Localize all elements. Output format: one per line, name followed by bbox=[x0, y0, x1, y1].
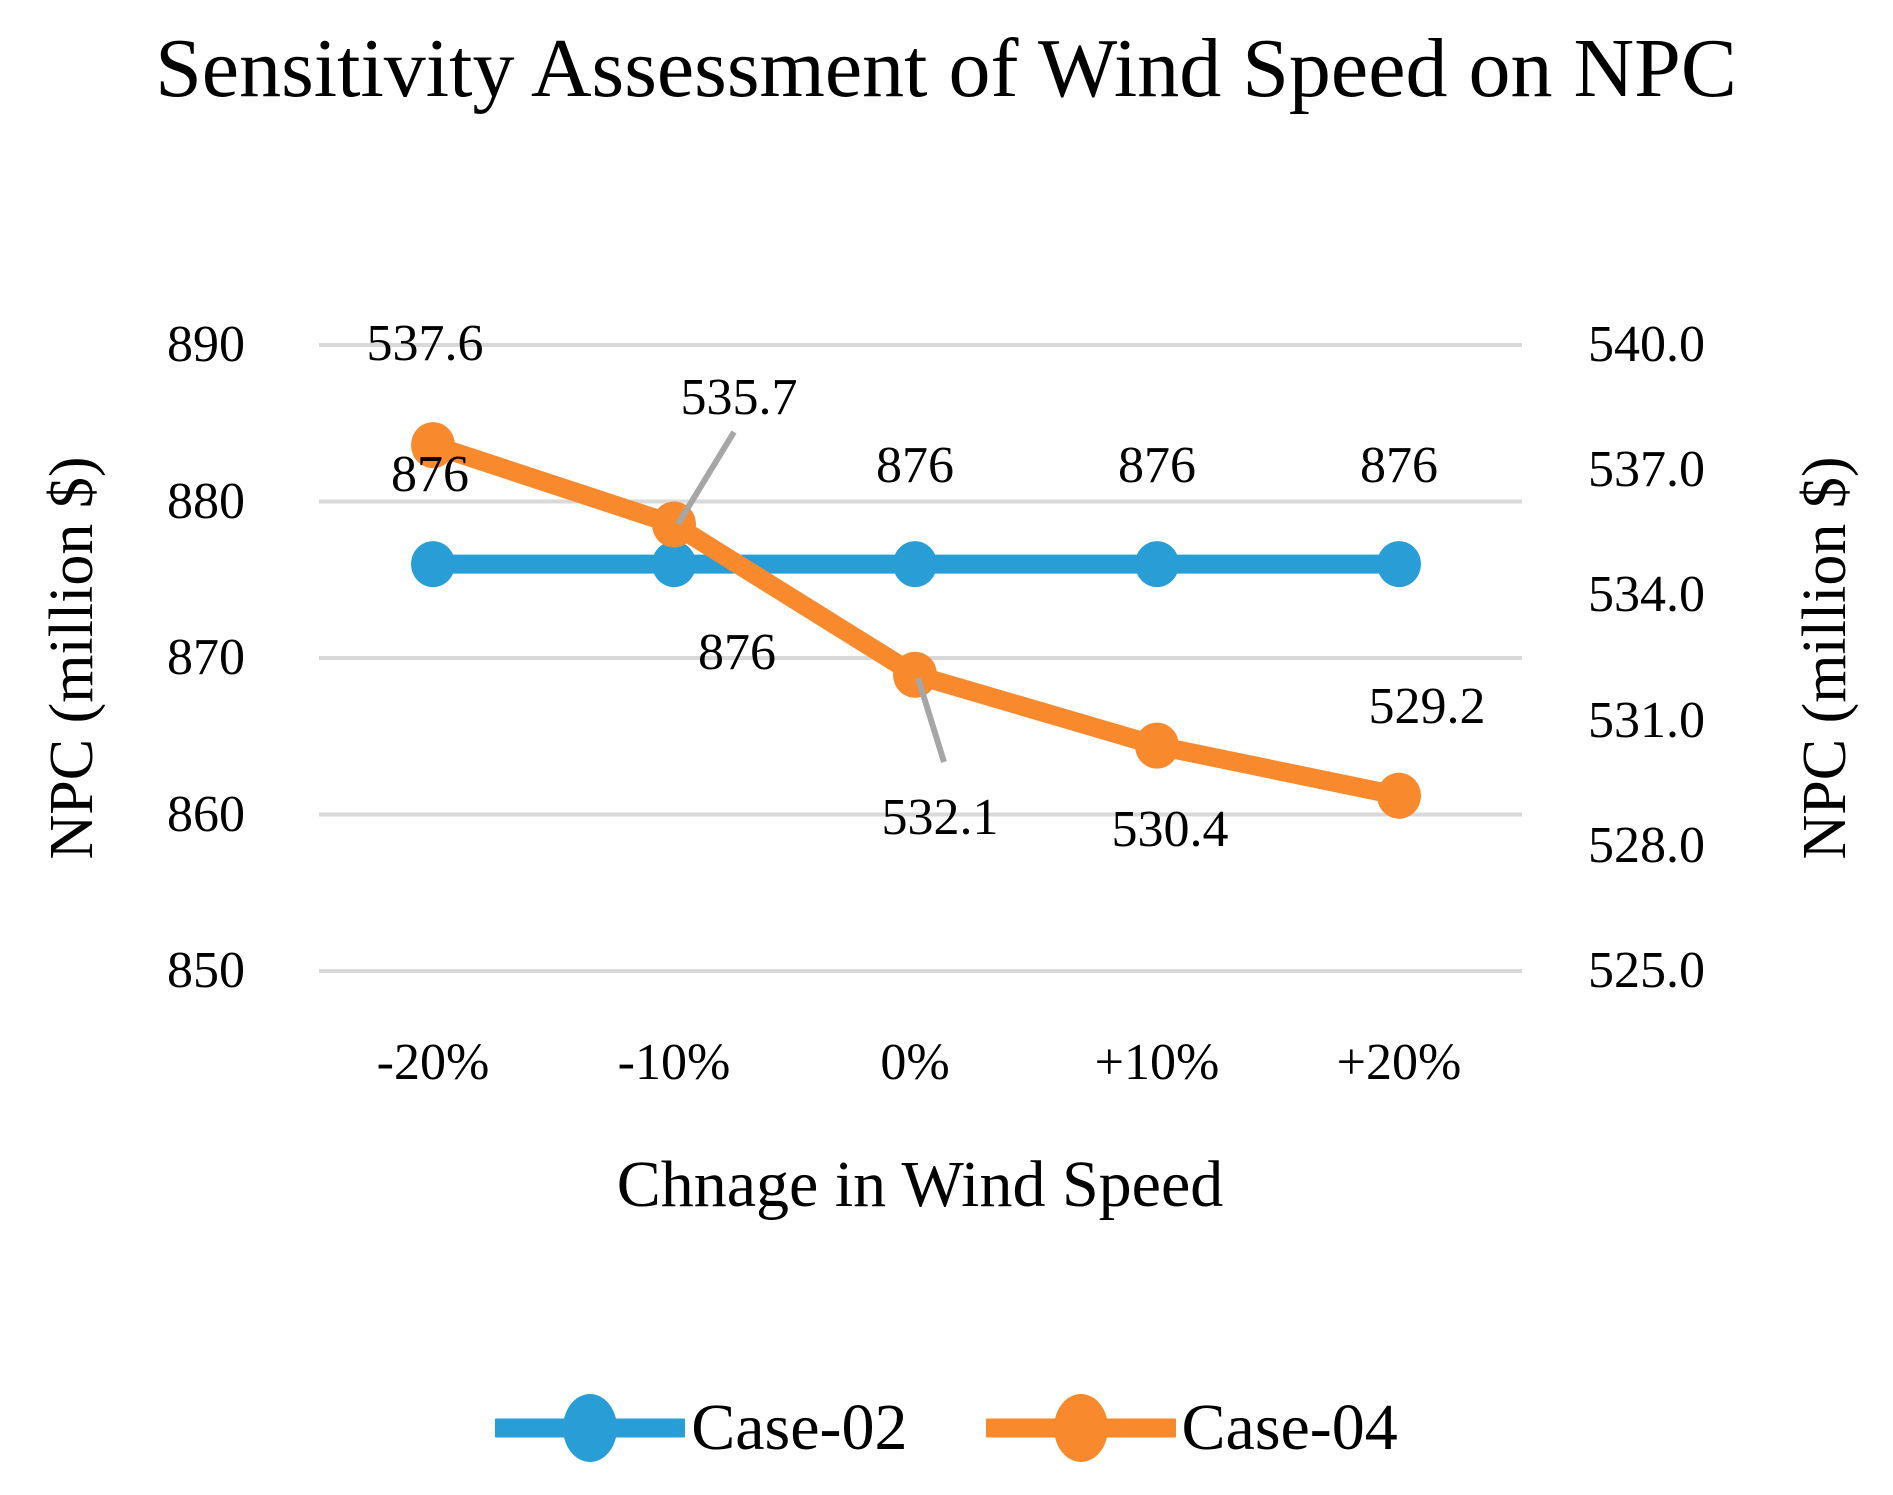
data-label-case-02: 876 bbox=[1360, 437, 1438, 495]
legend-item-case-02: Case-02 bbox=[495, 1383, 908, 1473]
data-label-case-04: 532.1 bbox=[881, 788, 999, 846]
legend-label-case-04: Case-04 bbox=[1181, 1391, 1398, 1464]
data-point-case-04 bbox=[1377, 772, 1421, 819]
label-leader-line bbox=[675, 430, 737, 526]
label-leader-line bbox=[915, 677, 947, 763]
legend-marker-case-04-icon bbox=[985, 1394, 1176, 1462]
right-axis-tick: 525.0 bbox=[1588, 942, 1705, 999]
left-axis-tick: 860 bbox=[167, 785, 245, 843]
x-axis-tick: -10% bbox=[617, 1034, 731, 1091]
legend-label-case-02: Case-02 bbox=[691, 1391, 908, 1464]
data-point-case-02 bbox=[1135, 541, 1179, 588]
data-point-case-02 bbox=[652, 541, 696, 588]
data-label-case-04: 535.7 bbox=[680, 369, 798, 427]
series-line-case-04 bbox=[423, 435, 1409, 806]
data-point-case-04 bbox=[411, 422, 455, 469]
data-point-case-02 bbox=[1377, 541, 1421, 588]
left-axis-tick: 870 bbox=[167, 629, 245, 686]
data-label-case-04: 529.2 bbox=[1368, 677, 1486, 735]
x-axis-tick: +10% bbox=[1094, 1034, 1220, 1091]
legend-marker-case-02-icon bbox=[495, 1394, 686, 1462]
data-point-case-04 bbox=[893, 651, 937, 698]
x-axis-tick: -20% bbox=[376, 1034, 490, 1091]
left-axis-tick: 880 bbox=[167, 472, 245, 530]
data-point-case-04 bbox=[1135, 722, 1179, 769]
right-axis-tick: 531.0 bbox=[1588, 691, 1705, 749]
right-axis-tick: 534.0 bbox=[1588, 566, 1705, 624]
data-label-case-02: 876 bbox=[1118, 437, 1196, 495]
left-axis-tick: 850 bbox=[167, 942, 245, 999]
x-axis-title: Chnage in Wind Speed bbox=[616, 1148, 1224, 1221]
right-axis-tick: 540.0 bbox=[1588, 316, 1705, 373]
data-point-case-02 bbox=[893, 541, 937, 588]
left-axis-tick: 890 bbox=[167, 316, 245, 373]
right-axis-tick: 537.0 bbox=[1588, 441, 1705, 499]
right-axis-tick: 528.0 bbox=[1588, 816, 1705, 874]
data-label-case-02: 876 bbox=[876, 437, 954, 495]
legend: Case-02 Case-04 bbox=[0, 1388, 1893, 1468]
data-label-case-02: 876 bbox=[391, 446, 469, 504]
data-label-case-04: 530.4 bbox=[1111, 800, 1229, 858]
data-point-case-02 bbox=[411, 541, 455, 588]
legend-item-case-04: Case-04 bbox=[985, 1383, 1398, 1473]
x-axis-tick: +20% bbox=[1336, 1034, 1462, 1091]
data-label-case-02: 876 bbox=[698, 624, 776, 682]
x-axis-tick: 0% bbox=[880, 1034, 950, 1091]
data-label-case-04: 537.6 bbox=[366, 315, 484, 373]
chart-title: Sensitivity Assessment of Wind Speed on … bbox=[155, 22, 1737, 115]
